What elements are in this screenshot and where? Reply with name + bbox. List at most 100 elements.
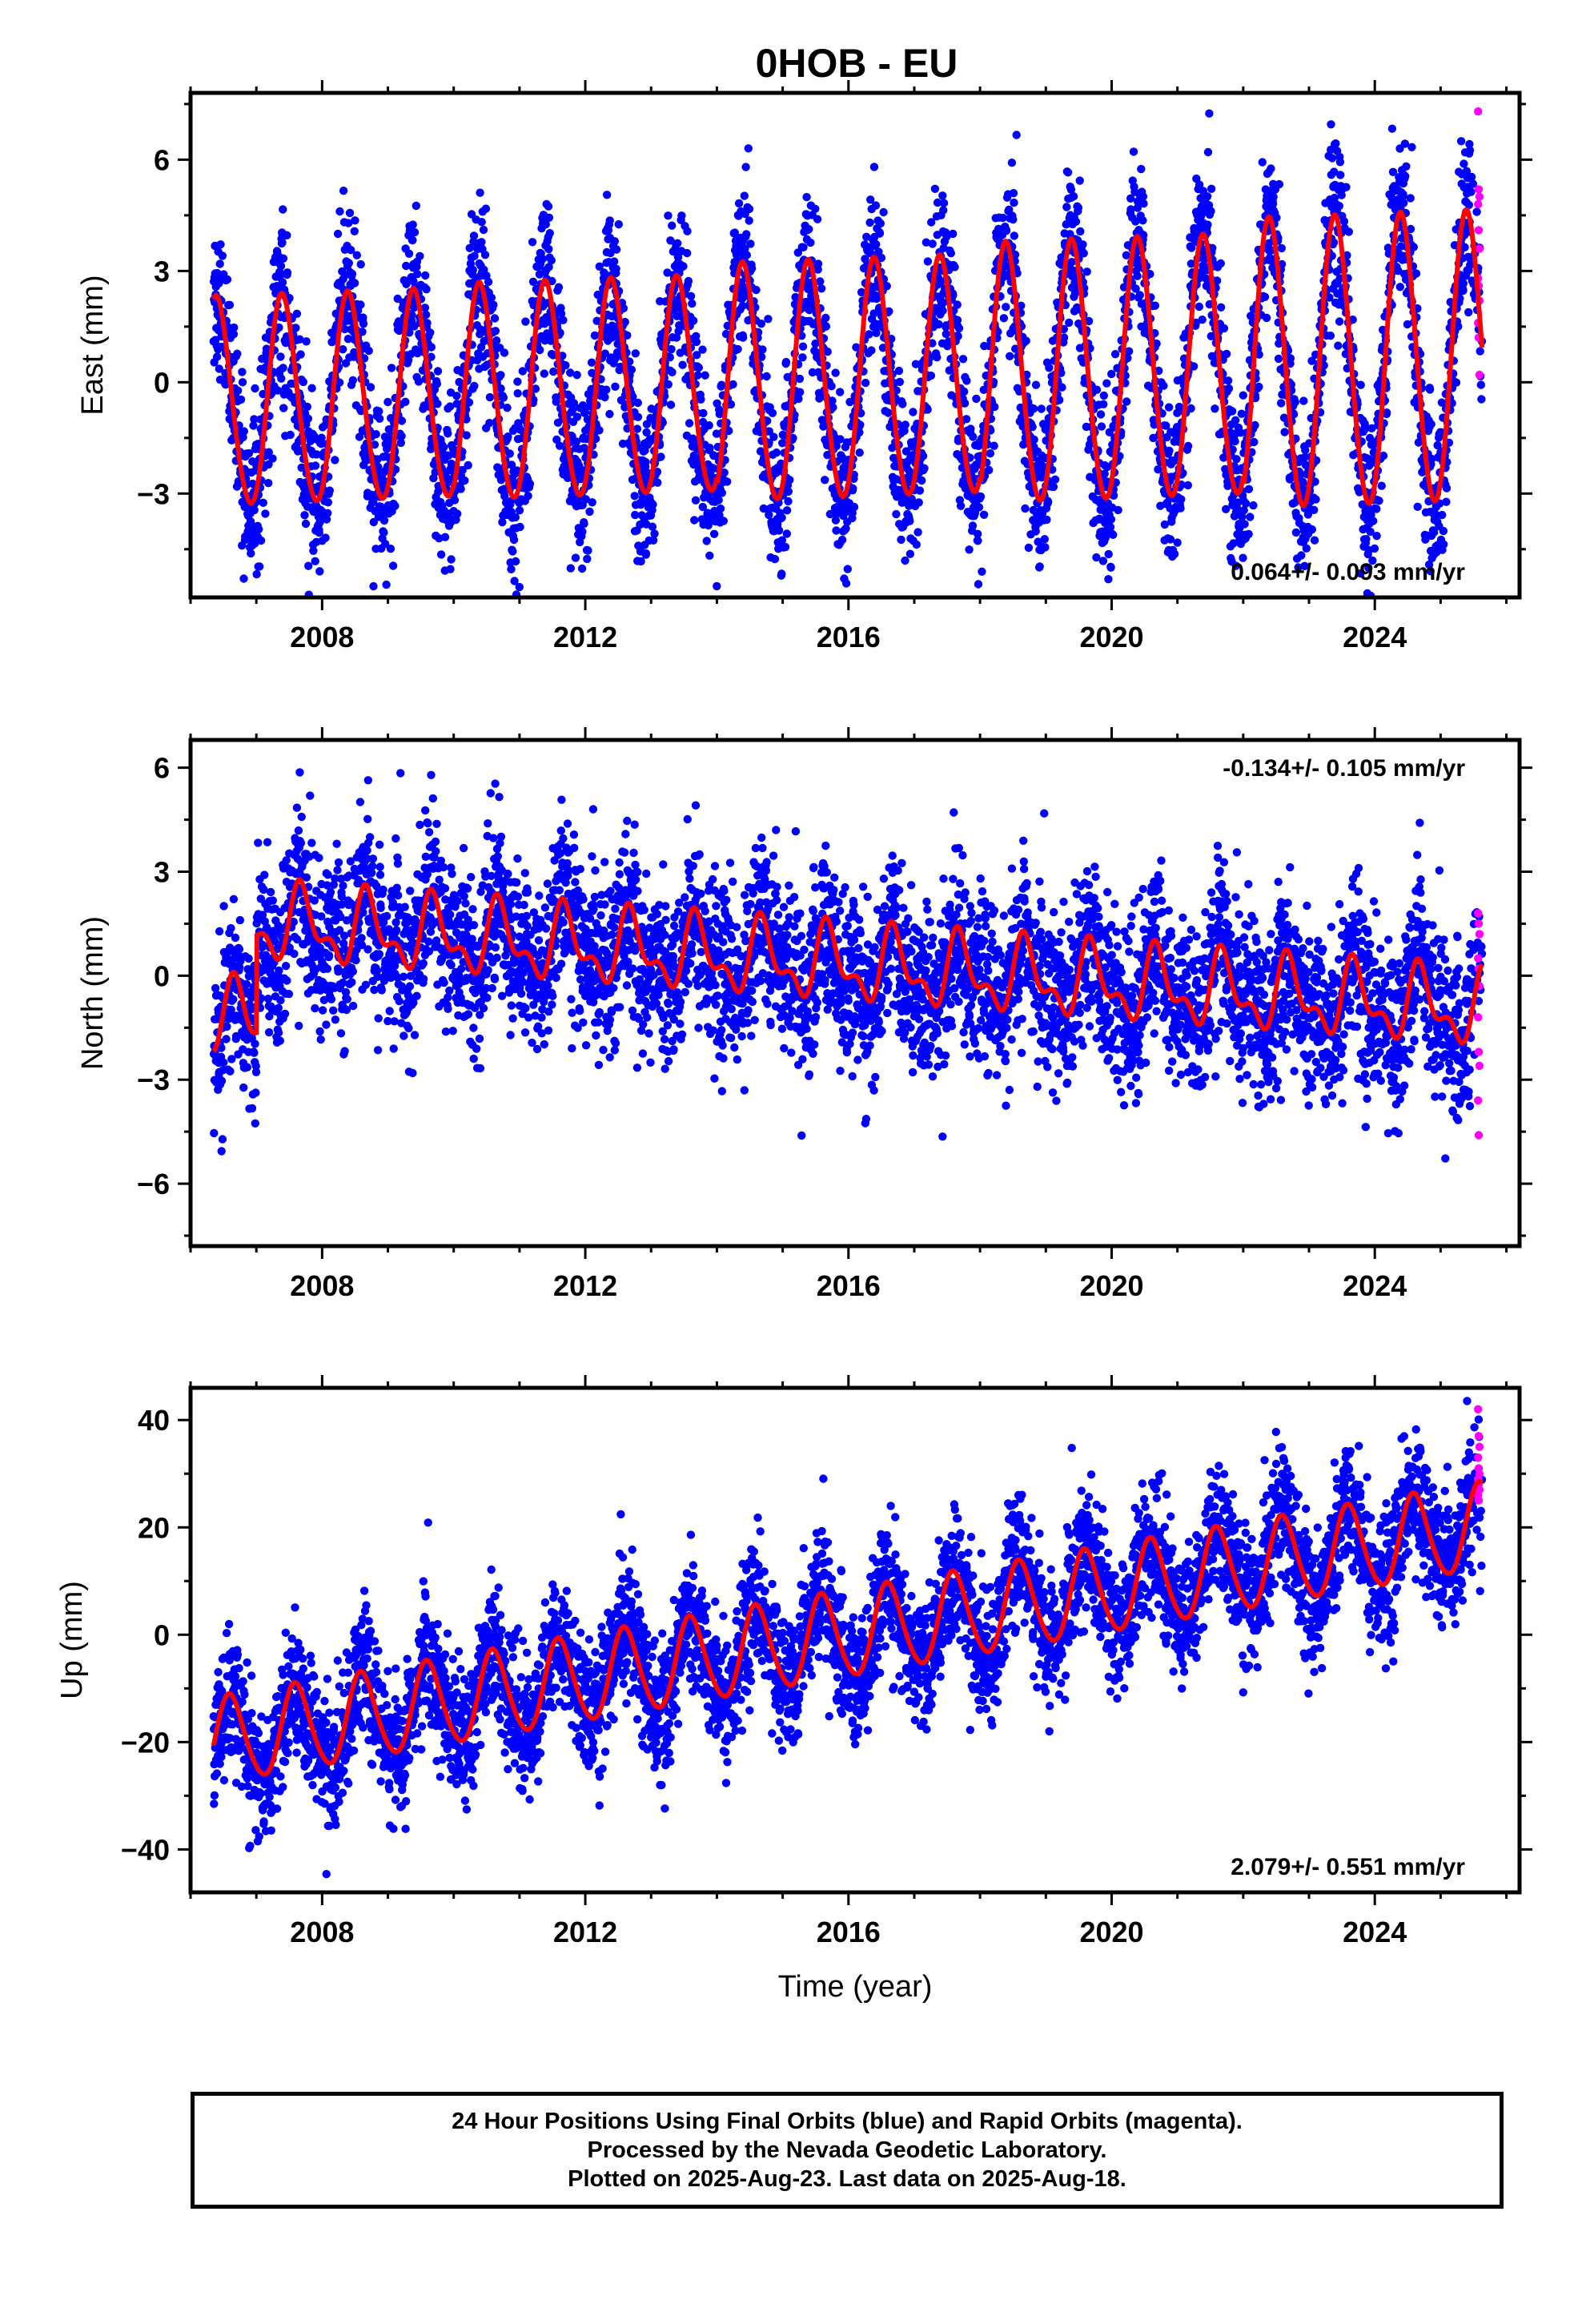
data-point — [462, 431, 471, 440]
data-point — [699, 408, 708, 418]
data-point — [837, 535, 847, 545]
data-point — [544, 213, 554, 222]
data-point — [268, 454, 277, 463]
data-point — [781, 542, 790, 552]
data-point — [602, 385, 611, 394]
data-point — [312, 450, 321, 459]
data-point — [286, 430, 295, 440]
data-point — [875, 229, 885, 238]
data-point — [1129, 147, 1138, 156]
data-point — [930, 184, 940, 193]
data-point — [578, 401, 588, 410]
data-point — [872, 239, 881, 249]
data-point — [1092, 385, 1102, 394]
data-point — [505, 449, 514, 458]
data-point — [986, 449, 995, 458]
data-point — [701, 371, 709, 380]
data-point — [1195, 302, 1204, 312]
data-point — [642, 428, 651, 437]
data-point — [938, 191, 947, 200]
data-point — [632, 424, 642, 433]
data-point — [251, 539, 259, 548]
data-point — [508, 547, 517, 556]
data-point — [1009, 189, 1018, 198]
data-point — [636, 501, 645, 509]
data-point — [705, 421, 713, 430]
data-point — [648, 500, 657, 509]
data-point — [310, 601, 318, 609]
data-point — [1249, 501, 1258, 510]
data-point — [1183, 480, 1193, 490]
data-point — [397, 416, 407, 425]
data-point — [450, 496, 460, 505]
data-point — [719, 517, 728, 525]
data-point — [920, 464, 929, 472]
data-point — [849, 502, 859, 512]
data-point — [479, 225, 488, 235]
data-point — [447, 555, 456, 564]
data-point — [1159, 381, 1168, 390]
data-point — [333, 229, 343, 239]
data-point — [1099, 400, 1108, 408]
data-point — [1277, 399, 1286, 408]
data-point — [408, 311, 416, 320]
data-point — [452, 400, 461, 408]
data-point — [1069, 192, 1078, 201]
data-point — [414, 377, 424, 386]
data-point — [816, 277, 825, 286]
data-point — [1246, 513, 1255, 521]
data-point — [960, 387, 969, 396]
data-point — [301, 519, 311, 529]
data-point — [1139, 199, 1148, 208]
data-point — [1291, 528, 1301, 537]
data-point — [1211, 404, 1219, 413]
data-point — [714, 496, 723, 505]
data-point — [784, 487, 793, 496]
data-point — [1372, 532, 1381, 541]
data-point — [379, 516, 389, 525]
data-point — [694, 363, 703, 372]
data-point — [364, 346, 373, 356]
data-point — [481, 204, 491, 213]
data-point — [723, 477, 732, 486]
data-point — [554, 283, 564, 292]
data-point — [938, 306, 947, 316]
data-point — [248, 479, 257, 489]
data-point — [808, 368, 817, 377]
data-point — [297, 463, 306, 472]
data-point — [1452, 378, 1461, 387]
data-point — [552, 435, 561, 444]
data-point — [382, 580, 391, 589]
data-point — [468, 265, 477, 275]
data-point — [515, 506, 524, 515]
data-point — [897, 535, 905, 545]
data-point — [985, 465, 994, 475]
data-point — [620, 317, 629, 327]
data-point — [1301, 445, 1310, 455]
data-point — [705, 444, 714, 452]
data-point — [239, 574, 248, 583]
data-point — [369, 581, 378, 591]
data-point — [895, 377, 905, 387]
data-point — [716, 504, 725, 513]
data-point — [279, 404, 288, 412]
data-point — [487, 293, 496, 302]
data-point — [683, 248, 692, 258]
data-point — [584, 546, 592, 555]
data-point — [612, 264, 620, 273]
data-point — [366, 383, 375, 392]
data-point — [465, 243, 474, 252]
data-point — [1031, 527, 1040, 536]
data-point — [785, 476, 794, 485]
data-point — [740, 191, 749, 200]
data-point — [974, 537, 982, 545]
data-point — [813, 259, 823, 268]
data-point — [525, 480, 535, 489]
data-point — [470, 381, 479, 391]
data-point — [1395, 283, 1405, 292]
data-point — [729, 380, 737, 389]
data-point — [299, 377, 307, 387]
data-point — [1370, 544, 1379, 553]
data-point — [1007, 159, 1017, 167]
data-point — [765, 427, 773, 436]
